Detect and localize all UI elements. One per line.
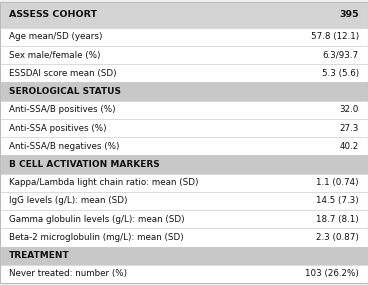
Bar	[0, 137, 368, 155]
Text: Anti-SSA positives (%): Anti-SSA positives (%)	[9, 123, 107, 133]
Text: Sex male/female (%): Sex male/female (%)	[9, 51, 101, 60]
Bar	[0, 155, 368, 174]
Text: 32.0: 32.0	[339, 105, 359, 114]
Text: 27.3: 27.3	[339, 123, 359, 133]
Text: 1.1 (0.74): 1.1 (0.74)	[316, 178, 359, 187]
Text: Gamma globulin levels (g/L): mean (SD): Gamma globulin levels (g/L): mean (SD)	[9, 215, 185, 224]
Bar	[0, 46, 368, 64]
Text: Anti-SSA/B positives (%): Anti-SSA/B positives (%)	[9, 105, 116, 114]
Bar	[0, 82, 368, 101]
Text: 6.3/93.7: 6.3/93.7	[323, 51, 359, 60]
Bar	[0, 247, 368, 265]
Bar	[0, 2, 368, 28]
Bar	[0, 119, 368, 137]
Text: 103 (26.2%): 103 (26.2%)	[305, 269, 359, 278]
Text: Kappa/Lambda light chain ratio: mean (SD): Kappa/Lambda light chain ratio: mean (SD…	[9, 178, 199, 187]
Bar	[0, 174, 368, 192]
Text: TREATMENT: TREATMENT	[9, 251, 70, 260]
Text: 2.3 (0.87): 2.3 (0.87)	[316, 233, 359, 242]
Bar	[0, 101, 368, 119]
Text: Never treated: number (%): Never treated: number (%)	[9, 269, 127, 278]
Text: ESSDAI score mean (SD): ESSDAI score mean (SD)	[9, 69, 117, 78]
Bar	[0, 28, 368, 46]
Bar	[0, 265, 368, 283]
Text: B CELL ACTIVATION MARKERS: B CELL ACTIVATION MARKERS	[9, 160, 160, 169]
Text: Age mean/SD (years): Age mean/SD (years)	[9, 32, 103, 41]
Text: Anti-SSA/B negatives (%): Anti-SSA/B negatives (%)	[9, 142, 120, 151]
Bar	[0, 210, 368, 228]
Bar	[0, 228, 368, 247]
Text: 5.3 (5.6): 5.3 (5.6)	[322, 69, 359, 78]
Text: Beta-2 microglobulin (mg/L): mean (SD): Beta-2 microglobulin (mg/L): mean (SD)	[9, 233, 184, 242]
Text: 18.7 (8.1): 18.7 (8.1)	[316, 215, 359, 224]
Text: 40.2: 40.2	[340, 142, 359, 151]
Text: 395: 395	[339, 10, 359, 19]
Text: 57.8 (12.1): 57.8 (12.1)	[311, 32, 359, 41]
Text: SEROLOGICAL STATUS: SEROLOGICAL STATUS	[9, 87, 121, 96]
Bar	[0, 64, 368, 82]
Text: 14.5 (7.3): 14.5 (7.3)	[316, 196, 359, 205]
Text: IgG levels (g/L): mean (SD): IgG levels (g/L): mean (SD)	[9, 196, 128, 205]
Bar	[0, 192, 368, 210]
Text: ASSESS COHORT: ASSESS COHORT	[9, 10, 97, 19]
